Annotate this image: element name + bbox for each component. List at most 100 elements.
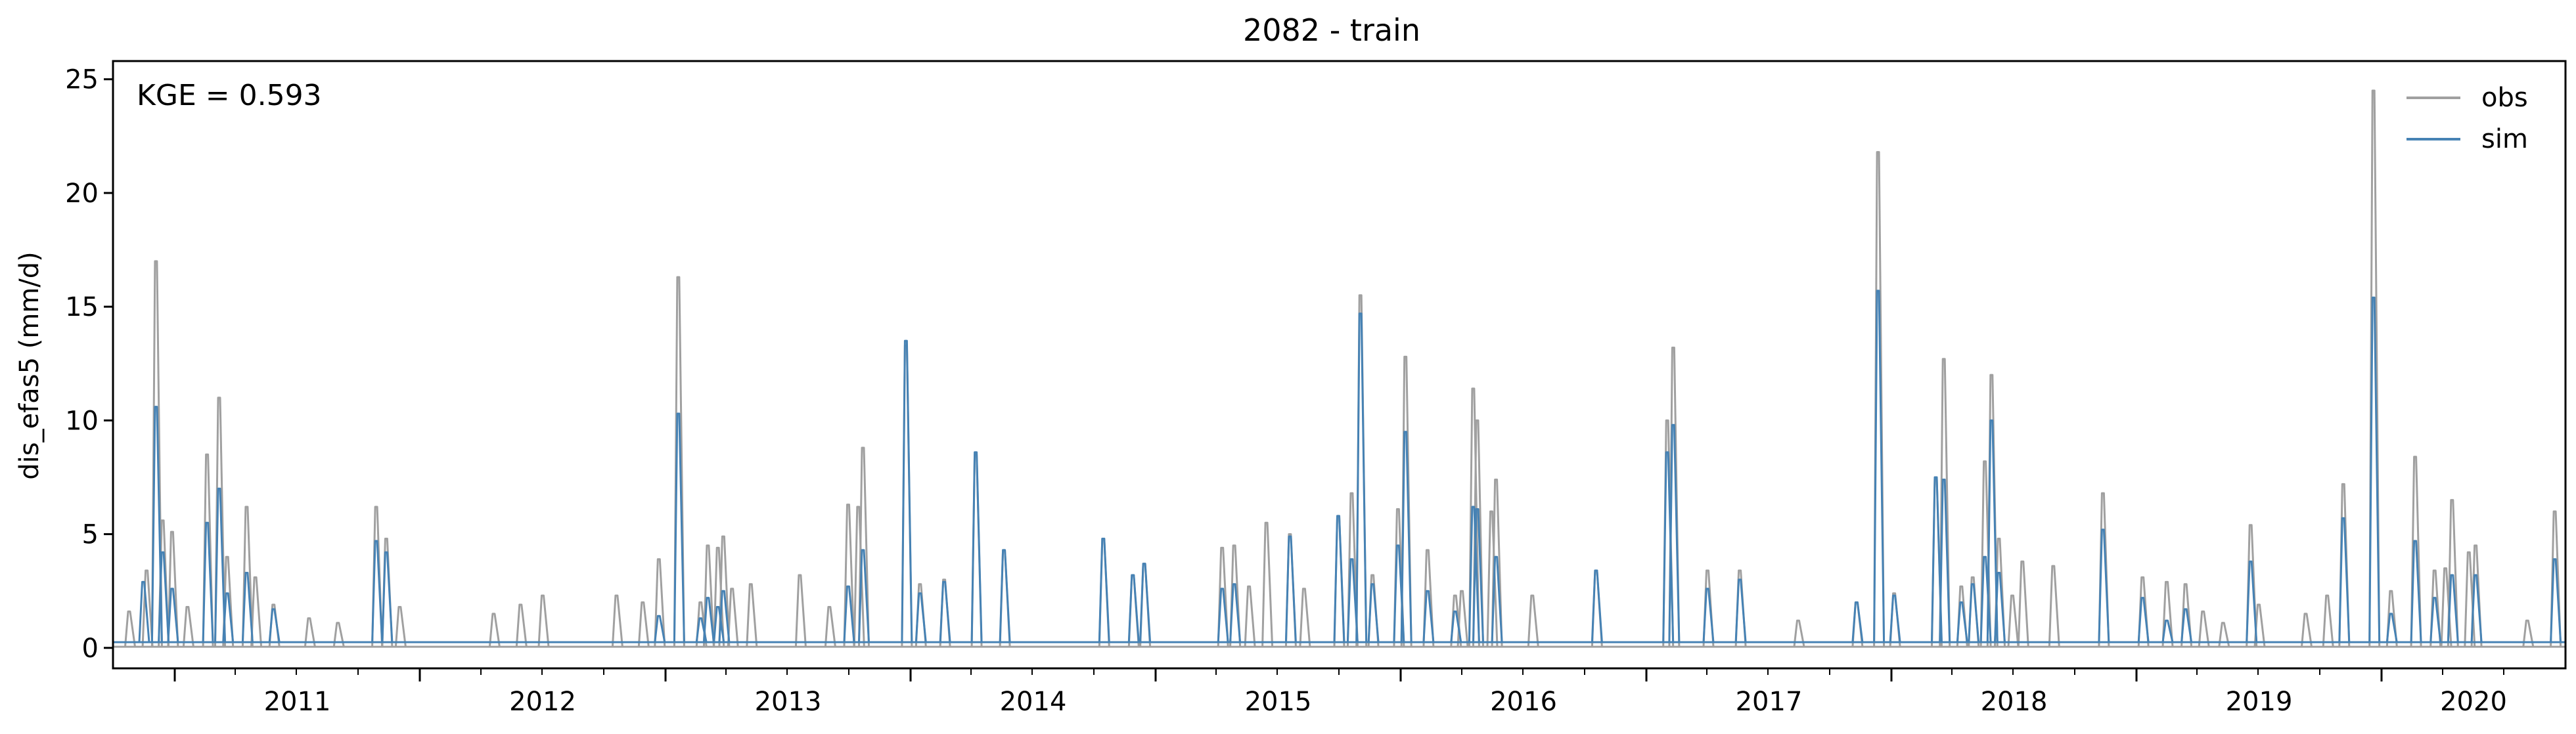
series-obs-peak: [241, 506, 254, 647]
series-sim-peak: [702, 597, 715, 643]
x-tick-label: 2013: [755, 687, 822, 717]
series-obs-peak: [167, 530, 179, 647]
series-sim-peak: [158, 551, 170, 643]
series-obs-peak: [304, 617, 316, 647]
series-obs-peak: [611, 594, 623, 647]
series-sim-peak: [1734, 578, 1747, 643]
series-obs-peak: [2322, 594, 2334, 647]
x-tick-label: 2019: [2226, 687, 2293, 717]
series-obs-peak: [746, 583, 758, 647]
kge-annotation: KGE = 0.593: [137, 79, 322, 112]
x-tick-label: 2020: [2440, 687, 2507, 717]
series-sim-peak: [1873, 290, 1886, 643]
series-obs-peak: [2410, 456, 2422, 647]
legend-obs-label: obs: [2481, 83, 2528, 113]
series-obs-peak: [702, 544, 715, 647]
series-sim-peak: [150, 406, 163, 643]
series-obs-peak: [824, 606, 836, 647]
series-obs-peak: [843, 504, 855, 647]
series-sim-peak: [2137, 597, 2150, 643]
y-tick-label: 10: [65, 406, 99, 436]
x-tick-label: 2014: [1000, 687, 1067, 717]
series-sim-peak: [1668, 423, 1681, 643]
series-obs-peak: [1491, 479, 1503, 647]
series-obs-peak: [1346, 492, 1359, 647]
series-sim-peak: [1939, 479, 1951, 643]
series-sim-peak: [2161, 619, 2174, 643]
series-sim-peak: [2181, 608, 2193, 643]
series-sim-peak: [843, 585, 855, 643]
series-obs-peak: [250, 576, 263, 647]
legend: obs sim: [2407, 83, 2528, 154]
series-sim-peak: [1229, 583, 1242, 643]
series-sim-peak: [970, 451, 983, 643]
series-sim-peak: [1355, 313, 1368, 643]
series-sim-peak: [138, 580, 150, 643]
series-obs-peak: [794, 574, 807, 647]
series-sim-peak: [1702, 588, 1715, 643]
series-sim-peak: [1968, 583, 1980, 643]
series-sim-peak: [1333, 515, 1345, 643]
series-obs-peak: [124, 610, 136, 647]
series-sim-peak: [915, 592, 927, 643]
series-obs-peak: [2447, 499, 2459, 647]
y-tick-label: 20: [65, 179, 99, 209]
series-sim-peak: [2429, 597, 2442, 643]
series-obs-peak: [332, 622, 345, 647]
series-obs-peak: [1527, 594, 1539, 647]
x-tick-label: 2015: [1245, 687, 1312, 717]
series-sim-peak: [1994, 572, 2006, 643]
series-sim-peak: [858, 549, 870, 643]
series-sim-peak: [1127, 574, 1140, 643]
series-obs-peak: [1939, 358, 1951, 647]
series-obs-peak: [2048, 565, 2060, 647]
series-obs-peak: [2007, 594, 2020, 647]
series-obs-peak: [2218, 622, 2230, 647]
series-obs-peak: [488, 613, 501, 647]
series-obs-peak: [858, 446, 870, 647]
series-obs-peak: [1244, 585, 1256, 647]
series-obs-peak: [727, 588, 739, 647]
series-sim-peak: [222, 592, 235, 643]
series-sim-peak: [999, 549, 1011, 643]
series-sim-peak: [1367, 583, 1380, 643]
series-obs-peak: [2301, 613, 2313, 647]
y-tick-label: 5: [82, 520, 99, 550]
series-sim-peak: [1284, 535, 1297, 643]
series-obs-peak: [1299, 588, 1311, 647]
x-tick-label: 2011: [264, 687, 331, 717]
series-obs-peak: [637, 601, 650, 647]
series-sim-peak: [673, 412, 685, 643]
series-sim-peak: [2550, 558, 2562, 643]
series-obs-peak: [1261, 521, 1274, 647]
series-sim-peak: [1098, 538, 1110, 643]
series-obs-peak: [654, 558, 666, 647]
series-obs-peak: [2017, 560, 2029, 647]
y-axis-ticks: 0 5 10 15 20 25: [65, 65, 113, 664]
series-obs-peak: [2198, 610, 2210, 647]
y-tick-label: 15: [65, 292, 99, 322]
x-tick-label: 2018: [1981, 687, 2048, 717]
series-sim-peak: [1491, 555, 1503, 643]
series-sim-peak: [371, 540, 384, 643]
series-sim-peak: [241, 572, 254, 643]
x-tick-label: 2016: [1490, 687, 1557, 717]
series-sim-peak: [901, 339, 913, 643]
series-sim-peak: [1591, 569, 1603, 643]
series-obs-peak: [1217, 546, 1229, 647]
series-obs-peak: [718, 535, 731, 647]
series-sim-peak: [1956, 601, 1968, 643]
x-axis-ticks: 2011 2012 2013 2014 2015 2016 2017 2018 2019 2020: [173, 668, 2507, 717]
series-sim-peak: [1400, 431, 1412, 643]
series-sim-peak: [2410, 540, 2422, 643]
series-sim: [113, 290, 2565, 643]
series-sim-peak: [1889, 594, 1901, 643]
series-sim-peak: [2385, 613, 2398, 643]
series-sim-peak: [2368, 296, 2381, 643]
series-sim-peak: [1468, 506, 1480, 643]
series-sim-peak: [654, 615, 666, 643]
plot-frame: [112, 60, 2567, 670]
series-obs-peak: [182, 606, 194, 647]
series-sim-peak: [2246, 560, 2258, 643]
series-sim-peak: [1422, 590, 1435, 643]
